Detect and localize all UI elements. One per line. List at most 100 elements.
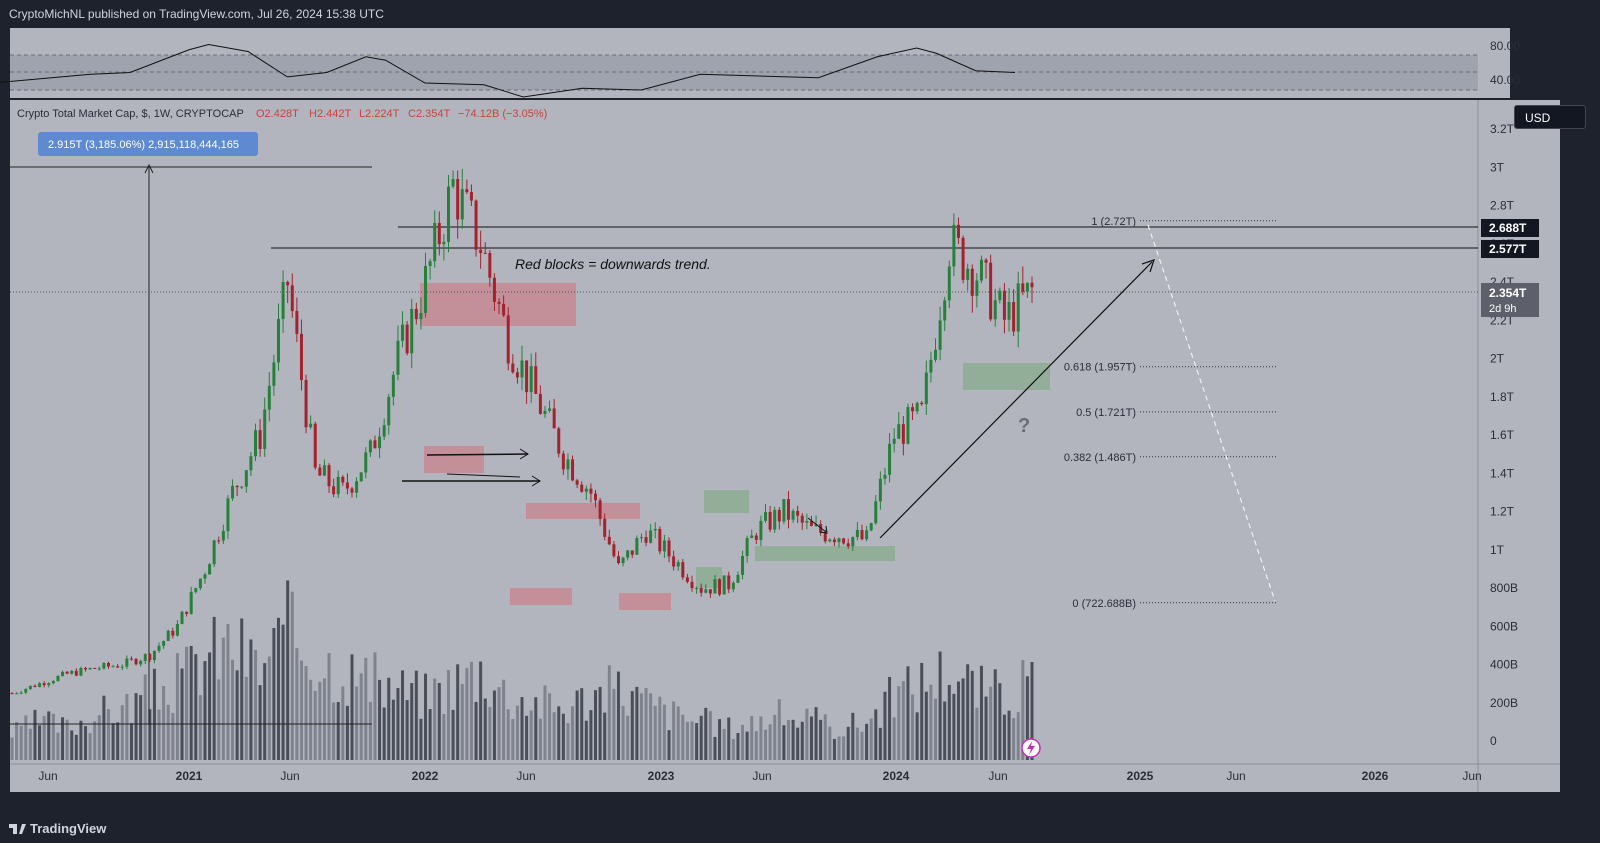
- candle-body: [19, 692, 23, 694]
- volume-bar: [24, 715, 28, 760]
- volume-bar: [175, 653, 179, 760]
- candle-body: [51, 681, 55, 684]
- candle-body: [171, 630, 175, 636]
- red-block: [420, 283, 576, 326]
- volume-bar: [594, 690, 598, 760]
- price-tick-label: 3.2T: [1490, 122, 1515, 136]
- volume-bar: [249, 639, 253, 760]
- time-tick-label: Jun: [988, 769, 1007, 783]
- candle-body: [465, 189, 469, 193]
- volume-bar: [943, 701, 947, 760]
- candle-body: [97, 668, 101, 670]
- candle-body: [355, 481, 359, 493]
- volume-bar: [635, 686, 639, 760]
- volume-bar: [704, 707, 708, 760]
- candle-body: [621, 557, 625, 564]
- candle-body: [865, 530, 869, 540]
- volume-bar: [906, 666, 910, 760]
- volume-bar: [658, 696, 662, 760]
- candle-body: [741, 555, 745, 575]
- volume-bar: [828, 726, 832, 760]
- candle-body: [943, 300, 947, 321]
- price-tick-label: 2T: [1490, 352, 1505, 366]
- green-block: [963, 363, 1050, 390]
- candle-body: [497, 301, 501, 304]
- oscillator-axis: 80.00 40.00: [1490, 39, 1520, 87]
- fib-label: 1 (2.72T): [1091, 216, 1136, 228]
- candle-body: [157, 645, 161, 651]
- candle-body: [424, 266, 428, 313]
- volume-bar: [111, 723, 115, 760]
- volume-bar: [1021, 660, 1025, 760]
- candle-body: [727, 575, 731, 590]
- candle-body: [479, 249, 483, 253]
- volume-bar: [557, 706, 561, 760]
- candle-body: [699, 587, 703, 593]
- volume-bar: [616, 671, 620, 760]
- candle-body: [401, 324, 405, 341]
- candle-body: [989, 262, 993, 320]
- volume-bar: [446, 670, 450, 760]
- volume-bar: [695, 723, 699, 760]
- badge-level-mid: [1481, 240, 1539, 258]
- green-block: [704, 490, 749, 513]
- volume-bar: [814, 707, 818, 760]
- volume-bar: [318, 681, 322, 760]
- volume-bar: [855, 727, 859, 760]
- candle-body: [180, 611, 184, 625]
- time-tick-label: Jun: [1226, 769, 1245, 783]
- candle-body: [676, 562, 680, 567]
- volume-bar: [341, 686, 345, 760]
- small-arrow: [807, 517, 827, 533]
- candle-body: [750, 535, 754, 539]
- red-block: [619, 593, 671, 610]
- oscillator-line: [0, 43, 1016, 98]
- candle-body: [722, 575, 726, 595]
- time-tick-label: Jun: [516, 769, 535, 783]
- candle-body: [736, 574, 740, 583]
- price-tick-label: 1T: [1490, 543, 1505, 557]
- sideways-arrow-head: [531, 475, 541, 487]
- volume-bar: [805, 708, 809, 760]
- volume-bar: [84, 726, 88, 760]
- candle-body: [557, 428, 561, 454]
- volume-bar: [106, 709, 110, 760]
- volume-bar: [561, 713, 565, 760]
- volume-bar: [355, 686, 359, 760]
- time-axis[interactable]: Jun 2021 Jun 2022 Jun 2023 Jun 2024 Jun 2025 Jun 20…: [38, 769, 1481, 783]
- candle-body: [708, 589, 712, 594]
- candle-body: [713, 579, 717, 594]
- volume-bar: [584, 720, 588, 760]
- candle-body: [309, 423, 313, 428]
- candle-body: [387, 396, 391, 426]
- symbol-name: Crypto Total Market Cap, $, 1W, CRYPTOCA…: [17, 108, 244, 120]
- volume-bar: [299, 660, 303, 760]
- volume-bar: [768, 724, 772, 760]
- candle-body: [33, 685, 37, 687]
- oscillator-series: [0, 43, 1016, 98]
- projection-line: [1147, 224, 1276, 602]
- volume-bar: [911, 694, 915, 760]
- candle-body: [125, 658, 129, 667]
- candle-body: [814, 524, 818, 526]
- time-tick-label: 2026: [1362, 769, 1389, 783]
- candle-body: [828, 539, 832, 542]
- candle-body: [235, 485, 239, 488]
- candle-body: [754, 535, 758, 540]
- volume-bar: [387, 677, 391, 760]
- candle-body: [768, 512, 772, 530]
- candle-body: [966, 268, 970, 280]
- volume-bar: [736, 733, 740, 760]
- candle-body: [718, 579, 722, 595]
- candle-body: [258, 430, 262, 449]
- currency-button[interactable]: USD: [1514, 105, 1586, 129]
- candle-body: [956, 224, 960, 238]
- candle-body: [322, 465, 326, 476]
- volume-bar: [754, 731, 758, 760]
- candle-body: [38, 683, 42, 687]
- candle-body: [947, 266, 951, 301]
- candle-body: [561, 453, 565, 470]
- candle-body: [208, 564, 212, 575]
- volume-bar: [479, 661, 483, 760]
